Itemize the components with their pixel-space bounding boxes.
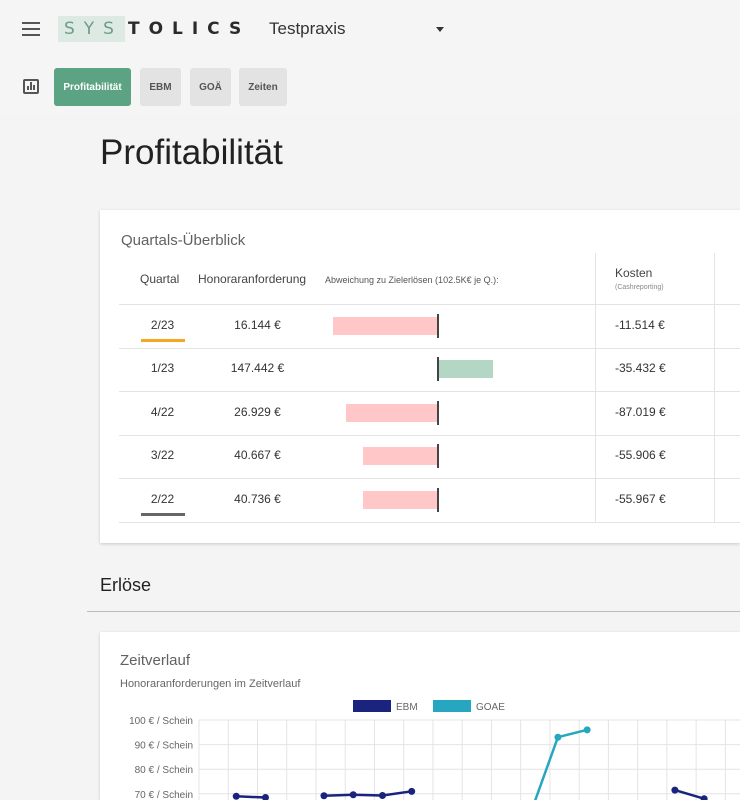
- row-divider: [119, 347, 740, 349]
- deviation-bar: [333, 316, 437, 335]
- timeline-title: Zeitverlauf: [120, 652, 191, 669]
- deviation-bar: [362, 447, 437, 466]
- column-divider: [714, 253, 715, 523]
- card-title: Quartals-Überblick: [121, 232, 246, 249]
- quarter-cell[interactable]: 2/23: [150, 317, 175, 332]
- page-title: Profitabilität: [100, 133, 283, 172]
- legend-swatch: [353, 700, 391, 712]
- y-tick-label: 90 € / Schein: [135, 741, 193, 752]
- toolbar: Profitabilität EBM GOÄ Zeiten: [0, 58, 740, 116]
- tab-profitabilitaet[interactable]: Profitabilität: [54, 68, 131, 106]
- app-header: SYS TOLICS Testpraxis: [0, 0, 740, 58]
- fee-cell: 40.736 €: [234, 491, 281, 506]
- costs-cell: -11.514 €: [615, 317, 665, 332]
- data-point-goae: [554, 733, 562, 741]
- y-tick-label: 100 € / Schein: [129, 716, 193, 727]
- costs-cell: -35.432 €: [615, 361, 666, 376]
- quarter-marker: [141, 512, 185, 516]
- quarter-cell[interactable]: 3/22: [150, 448, 175, 463]
- section-divider: [87, 611, 740, 612]
- deviation-baseline: [437, 357, 439, 382]
- deviation-baseline: [437, 400, 439, 425]
- fee-cell: 147.442 €: [230, 361, 285, 376]
- column-header-costs-note: (Cashreporting): [615, 284, 664, 291]
- logo-part2: TOLICS: [127, 19, 251, 39]
- data-point-ebm: [408, 787, 416, 795]
- data-point-ebm: [378, 792, 386, 800]
- quarter-cell[interactable]: 4/22: [150, 404, 175, 419]
- costs-cell: -55.967 €: [615, 491, 666, 506]
- deviation-bar: [345, 403, 437, 422]
- column-header-deviation: Abweichung zu Zielerlösen (102.5K€ je Q.…: [325, 275, 499, 285]
- column-header-fee-request: Honoraranforderung: [198, 272, 307, 286]
- column-header-costs: Kosten: [615, 266, 653, 280]
- data-point-ebm: [320, 792, 328, 800]
- row-divider: [119, 478, 740, 479]
- tab-ebm[interactable]: EBM: [140, 68, 181, 106]
- legend-swatch: [433, 700, 471, 712]
- app-logo: SYS TOLICS: [58, 14, 250, 44]
- data-point-goae: [583, 726, 591, 734]
- timeline-chart: 100 € / Schein 90 € / Schein 80 € / Schein…: [129, 700, 740, 800]
- section-title-erloese: Erlöse: [100, 575, 152, 595]
- deviation-baseline: [437, 487, 439, 512]
- data-point-ebm: [700, 795, 708, 800]
- practice-selector[interactable]: Testpraxis: [269, 19, 346, 38]
- tab-goae[interactable]: GOÄ: [190, 68, 231, 106]
- data-point-ebm: [261, 793, 269, 800]
- legend-label: EBM: [396, 702, 418, 713]
- menu-icon[interactable]: [22, 22, 40, 36]
- quarter-marker: [141, 338, 185, 342]
- costs-cell: -87.019 €: [615, 404, 666, 419]
- timeline-subtitle: Honoraranforderungen im Zeitverlauf: [120, 678, 301, 690]
- y-tick-label: 80 € / Schein: [135, 765, 193, 776]
- costs-cell: -55.906 €: [615, 448, 666, 463]
- bar-chart-icon[interactable]: [23, 79, 39, 94]
- series-line-ebm: [236, 795, 266, 799]
- series-line-ebm: [674, 788, 705, 800]
- row-divider: [119, 521, 740, 523]
- logo-part1: SYS: [58, 16, 125, 42]
- row-divider: [119, 434, 740, 436]
- timeline-card: Zeitverlauf Honoraranforderungen im Zeit…: [100, 632, 740, 800]
- deviation-baseline: [437, 444, 439, 469]
- legend-label: GOAE: [476, 702, 505, 713]
- column-header-quarter: Quartal: [140, 272, 180, 286]
- y-tick-label: 70 € / Schein: [135, 790, 193, 800]
- data-point-ebm: [232, 792, 240, 800]
- data-point-ebm: [671, 786, 679, 794]
- quarter-cell[interactable]: 1/23: [150, 361, 175, 376]
- data-point-ebm: [349, 791, 357, 799]
- quarter-cell[interactable]: 2/22: [150, 491, 175, 506]
- deviation-baseline: [437, 313, 439, 338]
- fee-cell: 16.144 €: [234, 317, 281, 332]
- row-divider: [119, 391, 740, 392]
- fee-cell: 40.667 €: [234, 448, 281, 463]
- chevron-down-icon[interactable]: [436, 27, 444, 32]
- series-line-ebm: [323, 790, 412, 798]
- fee-cell: 26.929 €: [234, 404, 281, 419]
- row-divider: [119, 304, 740, 305]
- quarterly-overview-card: Quartals-Überblick Quartal Honoraranford…: [100, 210, 740, 543]
- deviation-bar: [362, 490, 437, 509]
- column-divider: [595, 253, 596, 523]
- deviation-bar: [439, 360, 494, 379]
- tab-zeiten[interactable]: Zeiten: [239, 68, 287, 106]
